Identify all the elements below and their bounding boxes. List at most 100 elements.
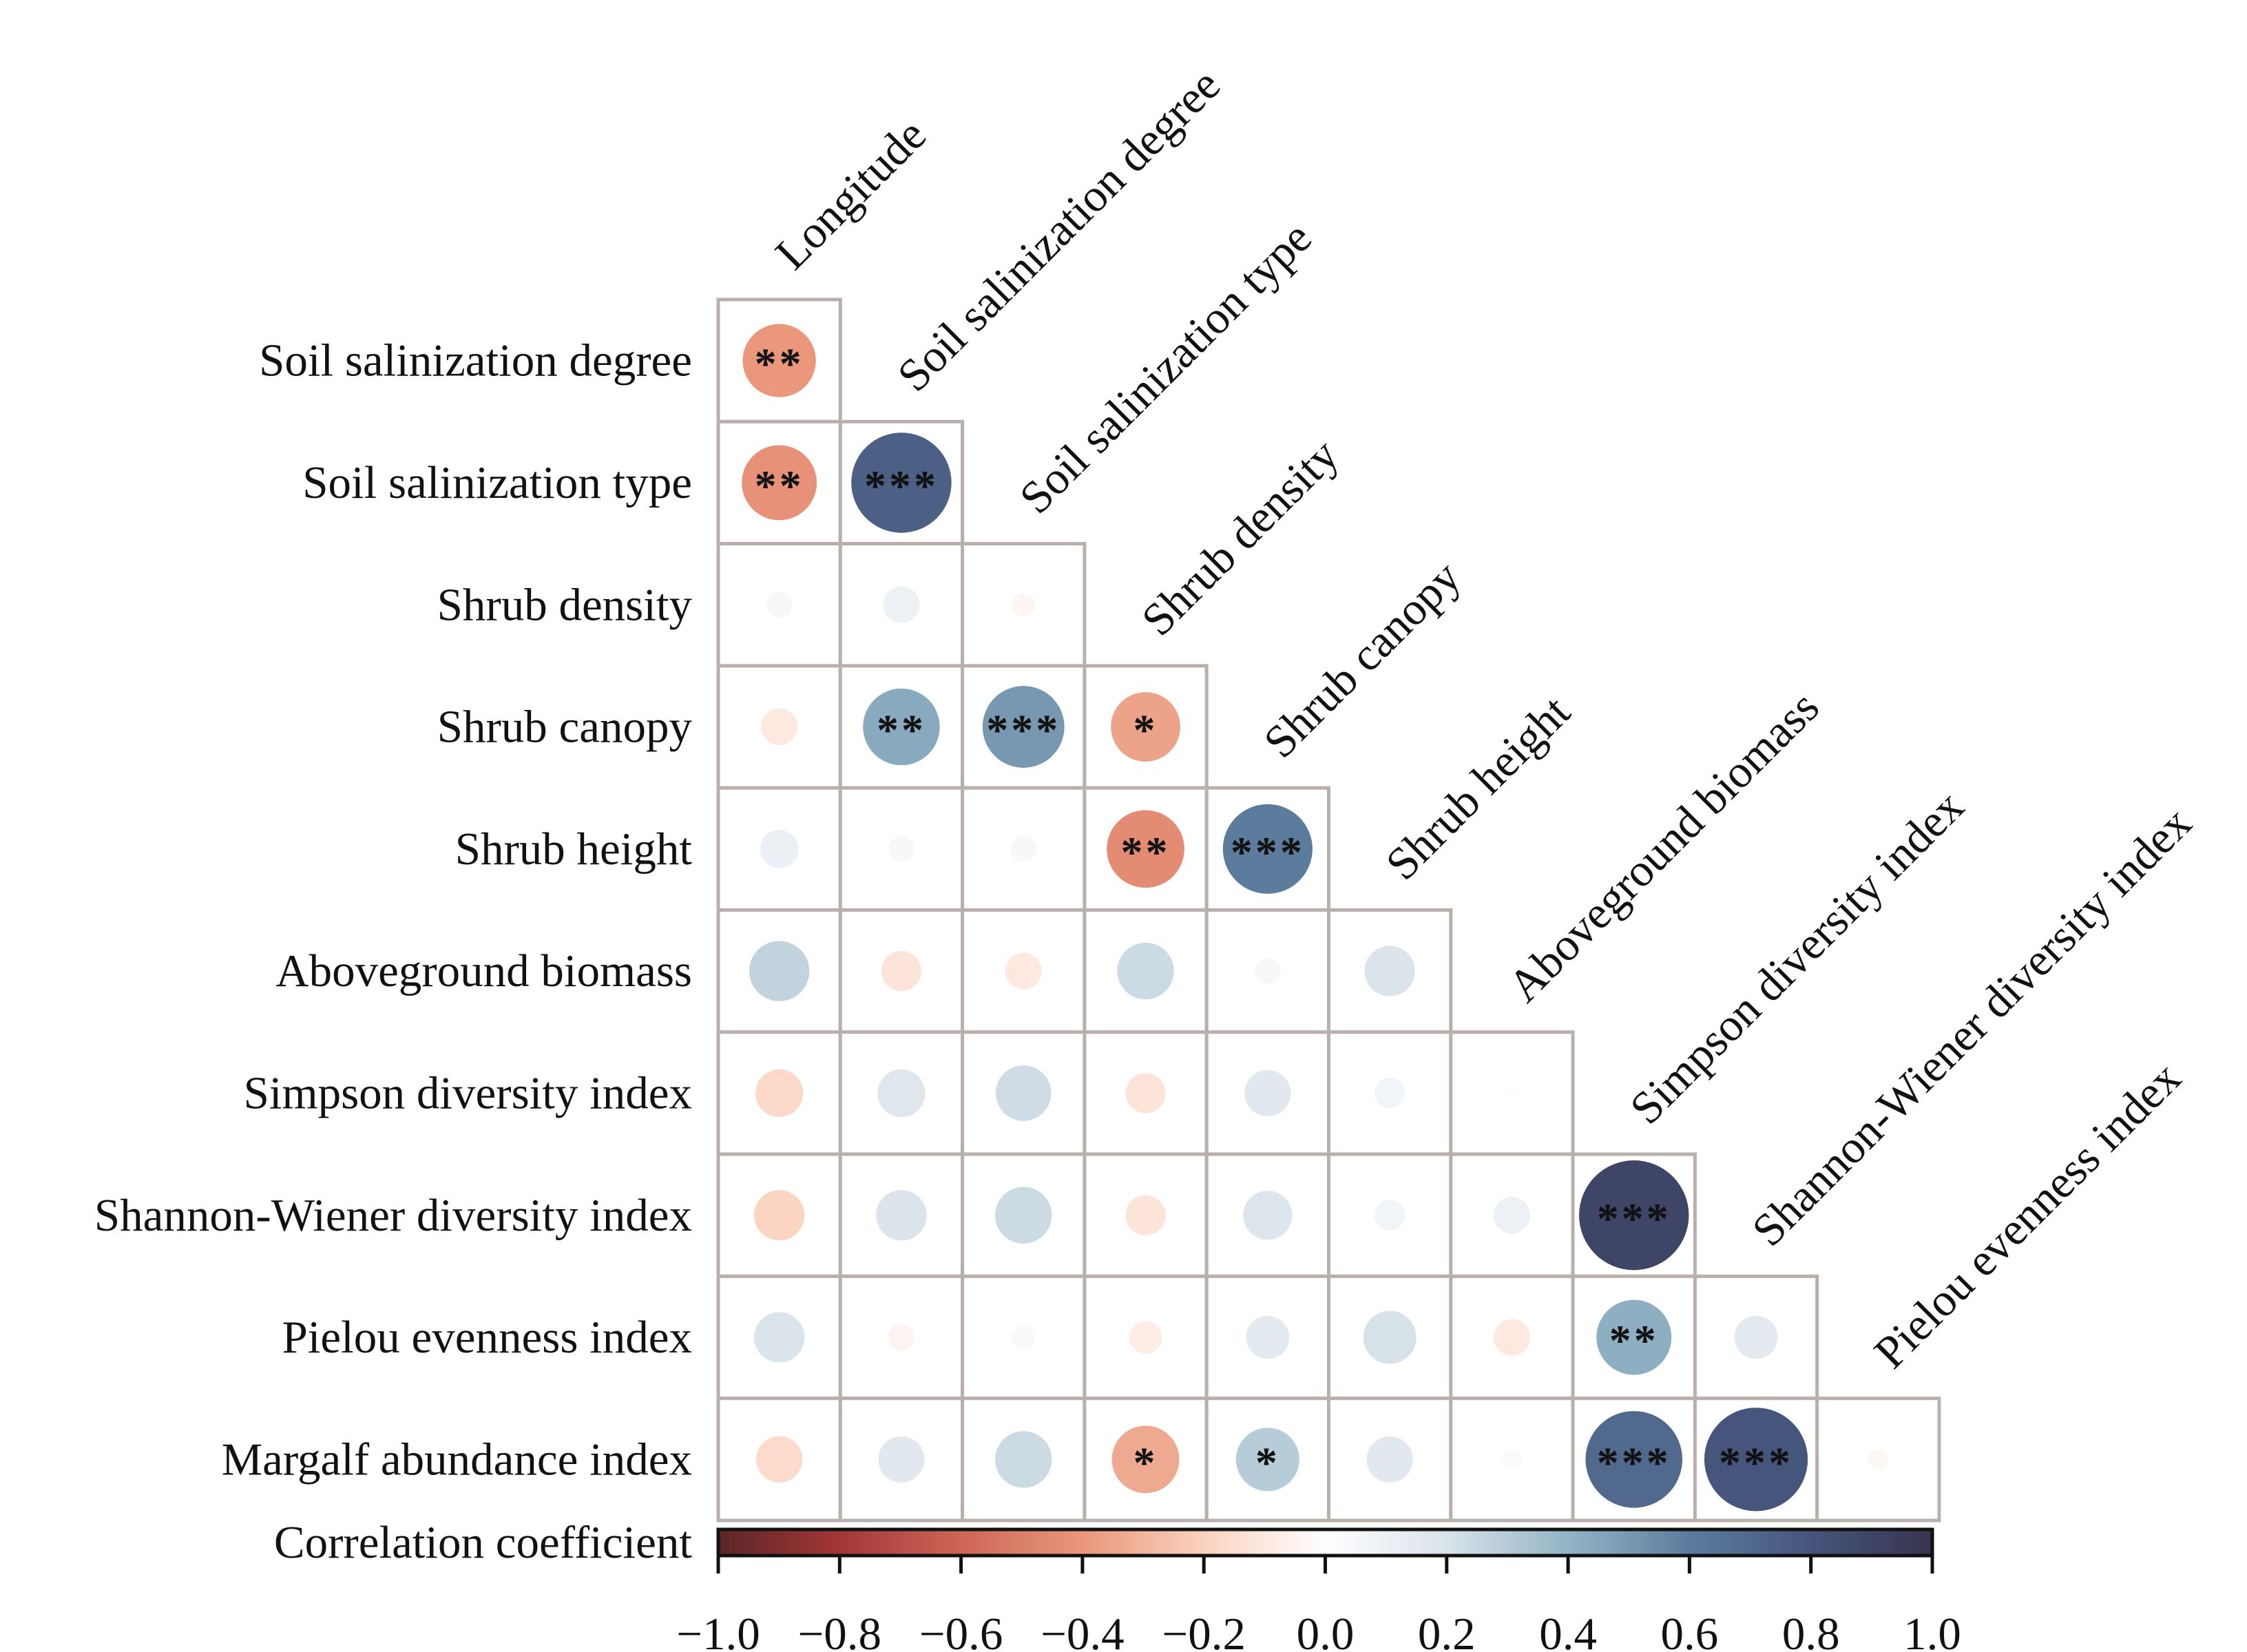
significance-marker: ** (1609, 1316, 1659, 1365)
cell-shrub-canopy-soil-salinization-degree: ** (838, 664, 965, 790)
correlation-circle (1493, 1197, 1531, 1234)
cell-pielou-evenness-index-shrub-canopy (1204, 1274, 1330, 1401)
cell-shrub-density-soil-salinization-degree (838, 542, 965, 668)
column-label-shrub-density: Shrub density (1132, 429, 1349, 646)
significance-marker: *** (1231, 828, 1305, 877)
cell-shrub-canopy-longitude (716, 664, 842, 790)
row-label-margalf-abundance-index: Margalf abundance index (222, 1434, 692, 1485)
cell-soil-salinization-type-longitude: ** (716, 419, 842, 546)
colorbar-tick-label: 0.2 (1418, 1609, 1476, 1652)
column-label-shannon-wiener-diversity-index: Shannon-Wiener diversity index (1742, 797, 2201, 1256)
matrix-cells: **** ***** *** *** ********* * *** *** (716, 297, 1941, 1523)
significance-marker: *** (986, 706, 1060, 755)
correlation-circle (1012, 1326, 1036, 1349)
cell-shrub-height-longitude (716, 786, 842, 912)
cell-shannon-wiener-diversity-index-longitude (716, 1152, 842, 1278)
colorbar-tick-label: 0.4 (1539, 1609, 1597, 1652)
correlation-circle (1244, 1069, 1291, 1117)
cell-simpson-diversity-index-soil-salinization-degree (838, 1030, 965, 1156)
colorbar-ticks: −1.0 −0.8 −0.6 −0.4 −0.2 0.0 0.2 0.4 0.6 0.8 1.0 (676, 1556, 1961, 1652)
correlation-circle (1222, 804, 1313, 894)
cell-simpson-diversity-index-shrub-canopy (1204, 1030, 1330, 1156)
correlation-circle (877, 1069, 926, 1118)
row-label-shrub-height: Shrub height (455, 824, 693, 875)
cell-pielou-evenness-index-aboveground-biomass (1449, 1274, 1575, 1401)
cell-margalf-abundance-index-longitude (716, 1397, 842, 1523)
correlation-circle (878, 1436, 925, 1483)
cell-margalf-abundance-index-soil-salinization-type (961, 1397, 1087, 1523)
correlation-circle (881, 951, 922, 992)
correlation-circle (1246, 1315, 1290, 1359)
colorbar-tick-label: 0.0 (1297, 1609, 1355, 1652)
cell-aboveground-biomass-soil-salinization-type (961, 908, 1087, 1034)
colorbar-tick-label: −1.0 (676, 1609, 760, 1652)
correlation-circle (982, 686, 1065, 768)
cell-border (1083, 664, 1209, 790)
cell-margalf-abundance-index-aboveground-biomass (1449, 1397, 1575, 1523)
significance-marker: *** (1597, 1438, 1671, 1487)
cell-simpson-diversity-index-shrub-height (1327, 1030, 1453, 1156)
correlation-circle (1107, 810, 1184, 888)
colorbar-title: Correlation coefficient (274, 1517, 692, 1568)
cell-soil-salinization-degree-longitude: ** (716, 297, 842, 424)
cell-margalf-abundance-index-shrub-canopy: * (1204, 1397, 1330, 1523)
significance-marker: *** (864, 461, 939, 510)
colorbar-tick-label: −0.8 (798, 1609, 882, 1652)
correlation-circle (1117, 942, 1174, 1000)
cell-pielou-evenness-index-shannon-wiener-diversity-index (1693, 1274, 1819, 1401)
correlation-circle (1235, 1428, 1299, 1492)
cell-aboveground-biomass-longitude (716, 908, 842, 1034)
cell-simpson-diversity-index-soil-salinization-type (961, 1030, 1087, 1156)
correlation-circle (1125, 1195, 1166, 1235)
cell-shannon-wiener-diversity-index-shrub-canopy (1204, 1152, 1330, 1278)
significance-marker: ** (1121, 828, 1171, 877)
cell-shannon-wiener-diversity-index-simpson-diversity-index: *** (1571, 1152, 1697, 1278)
cell-simpson-diversity-index-longitude (716, 1030, 842, 1156)
row-label-soil-salinization-degree: Soil salinization degree (259, 335, 692, 386)
correlation-circle (766, 592, 793, 618)
colorbar-tick-label: 1.0 (1903, 1609, 1961, 1652)
cell-margalf-abundance-index-shrub-height (1327, 1397, 1453, 1523)
cell-aboveground-biomass-soil-salinization-degree (838, 908, 965, 1034)
significance-marker: ** (755, 339, 804, 388)
correlation-circle (1363, 1310, 1417, 1364)
row-labels: Soil salinization degree Soil salinizatio… (94, 335, 693, 1485)
column-label-longitude: Longitude (766, 109, 936, 280)
correlation-circle (1579, 1160, 1689, 1271)
correlation-circle (754, 1190, 805, 1241)
cell-soil-salinization-type-soil-salinization-degree: *** (838, 419, 965, 546)
cell-margalf-abundance-index-shrub-density: * (1083, 1397, 1209, 1523)
correlation-circle (1374, 1200, 1405, 1231)
cell-margalf-abundance-index-pielou-evenness-index (1815, 1397, 1941, 1523)
correlation-circle (754, 1312, 805, 1363)
cell-shrub-height-soil-salinization-degree (838, 786, 965, 912)
row-label-shrub-density: Shrub density (437, 579, 693, 630)
cell-shannon-wiener-diversity-index-soil-salinization-degree (838, 1152, 965, 1278)
cell-simpson-diversity-index-shrub-density (1083, 1030, 1209, 1156)
correlation-circle (1364, 945, 1415, 996)
cell-shrub-canopy-soil-salinization-type: *** (961, 664, 1087, 790)
correlation-circle (888, 836, 915, 862)
colorbar-tick-label: −0.6 (919, 1609, 1003, 1652)
correlation-circle (863, 688, 940, 766)
cell-pielou-evenness-index-soil-salinization-type (961, 1274, 1087, 1401)
correlation-circle (1129, 1321, 1162, 1354)
significance-marker: * (1133, 1438, 1158, 1487)
cell-aboveground-biomass-shrub-density (1083, 908, 1209, 1034)
cell-border (1327, 908, 1453, 1034)
correlation-circle (1501, 1449, 1522, 1470)
correlation-circle (1005, 952, 1042, 990)
row-label-simpson-diversity-index: Simpson diversity index (244, 1067, 692, 1118)
cell-shannon-wiener-diversity-index-shrub-density (1083, 1152, 1209, 1278)
row-label-soil-salinization-type: Soil salinization type (302, 457, 692, 508)
correlation-circle (995, 1431, 1052, 1488)
correlation-circle (995, 1186, 1052, 1244)
correlation-circle (1596, 1299, 1672, 1375)
cell-shrub-canopy-shrub-density: * (1083, 664, 1209, 790)
correlation-circle (1366, 1436, 1413, 1483)
correlation-circle (742, 445, 817, 521)
column-label-shrub-height: Shrub height (1376, 686, 1580, 890)
colorbar-tick-label: 0.6 (1661, 1609, 1719, 1652)
correlation-circle (1243, 1191, 1293, 1240)
